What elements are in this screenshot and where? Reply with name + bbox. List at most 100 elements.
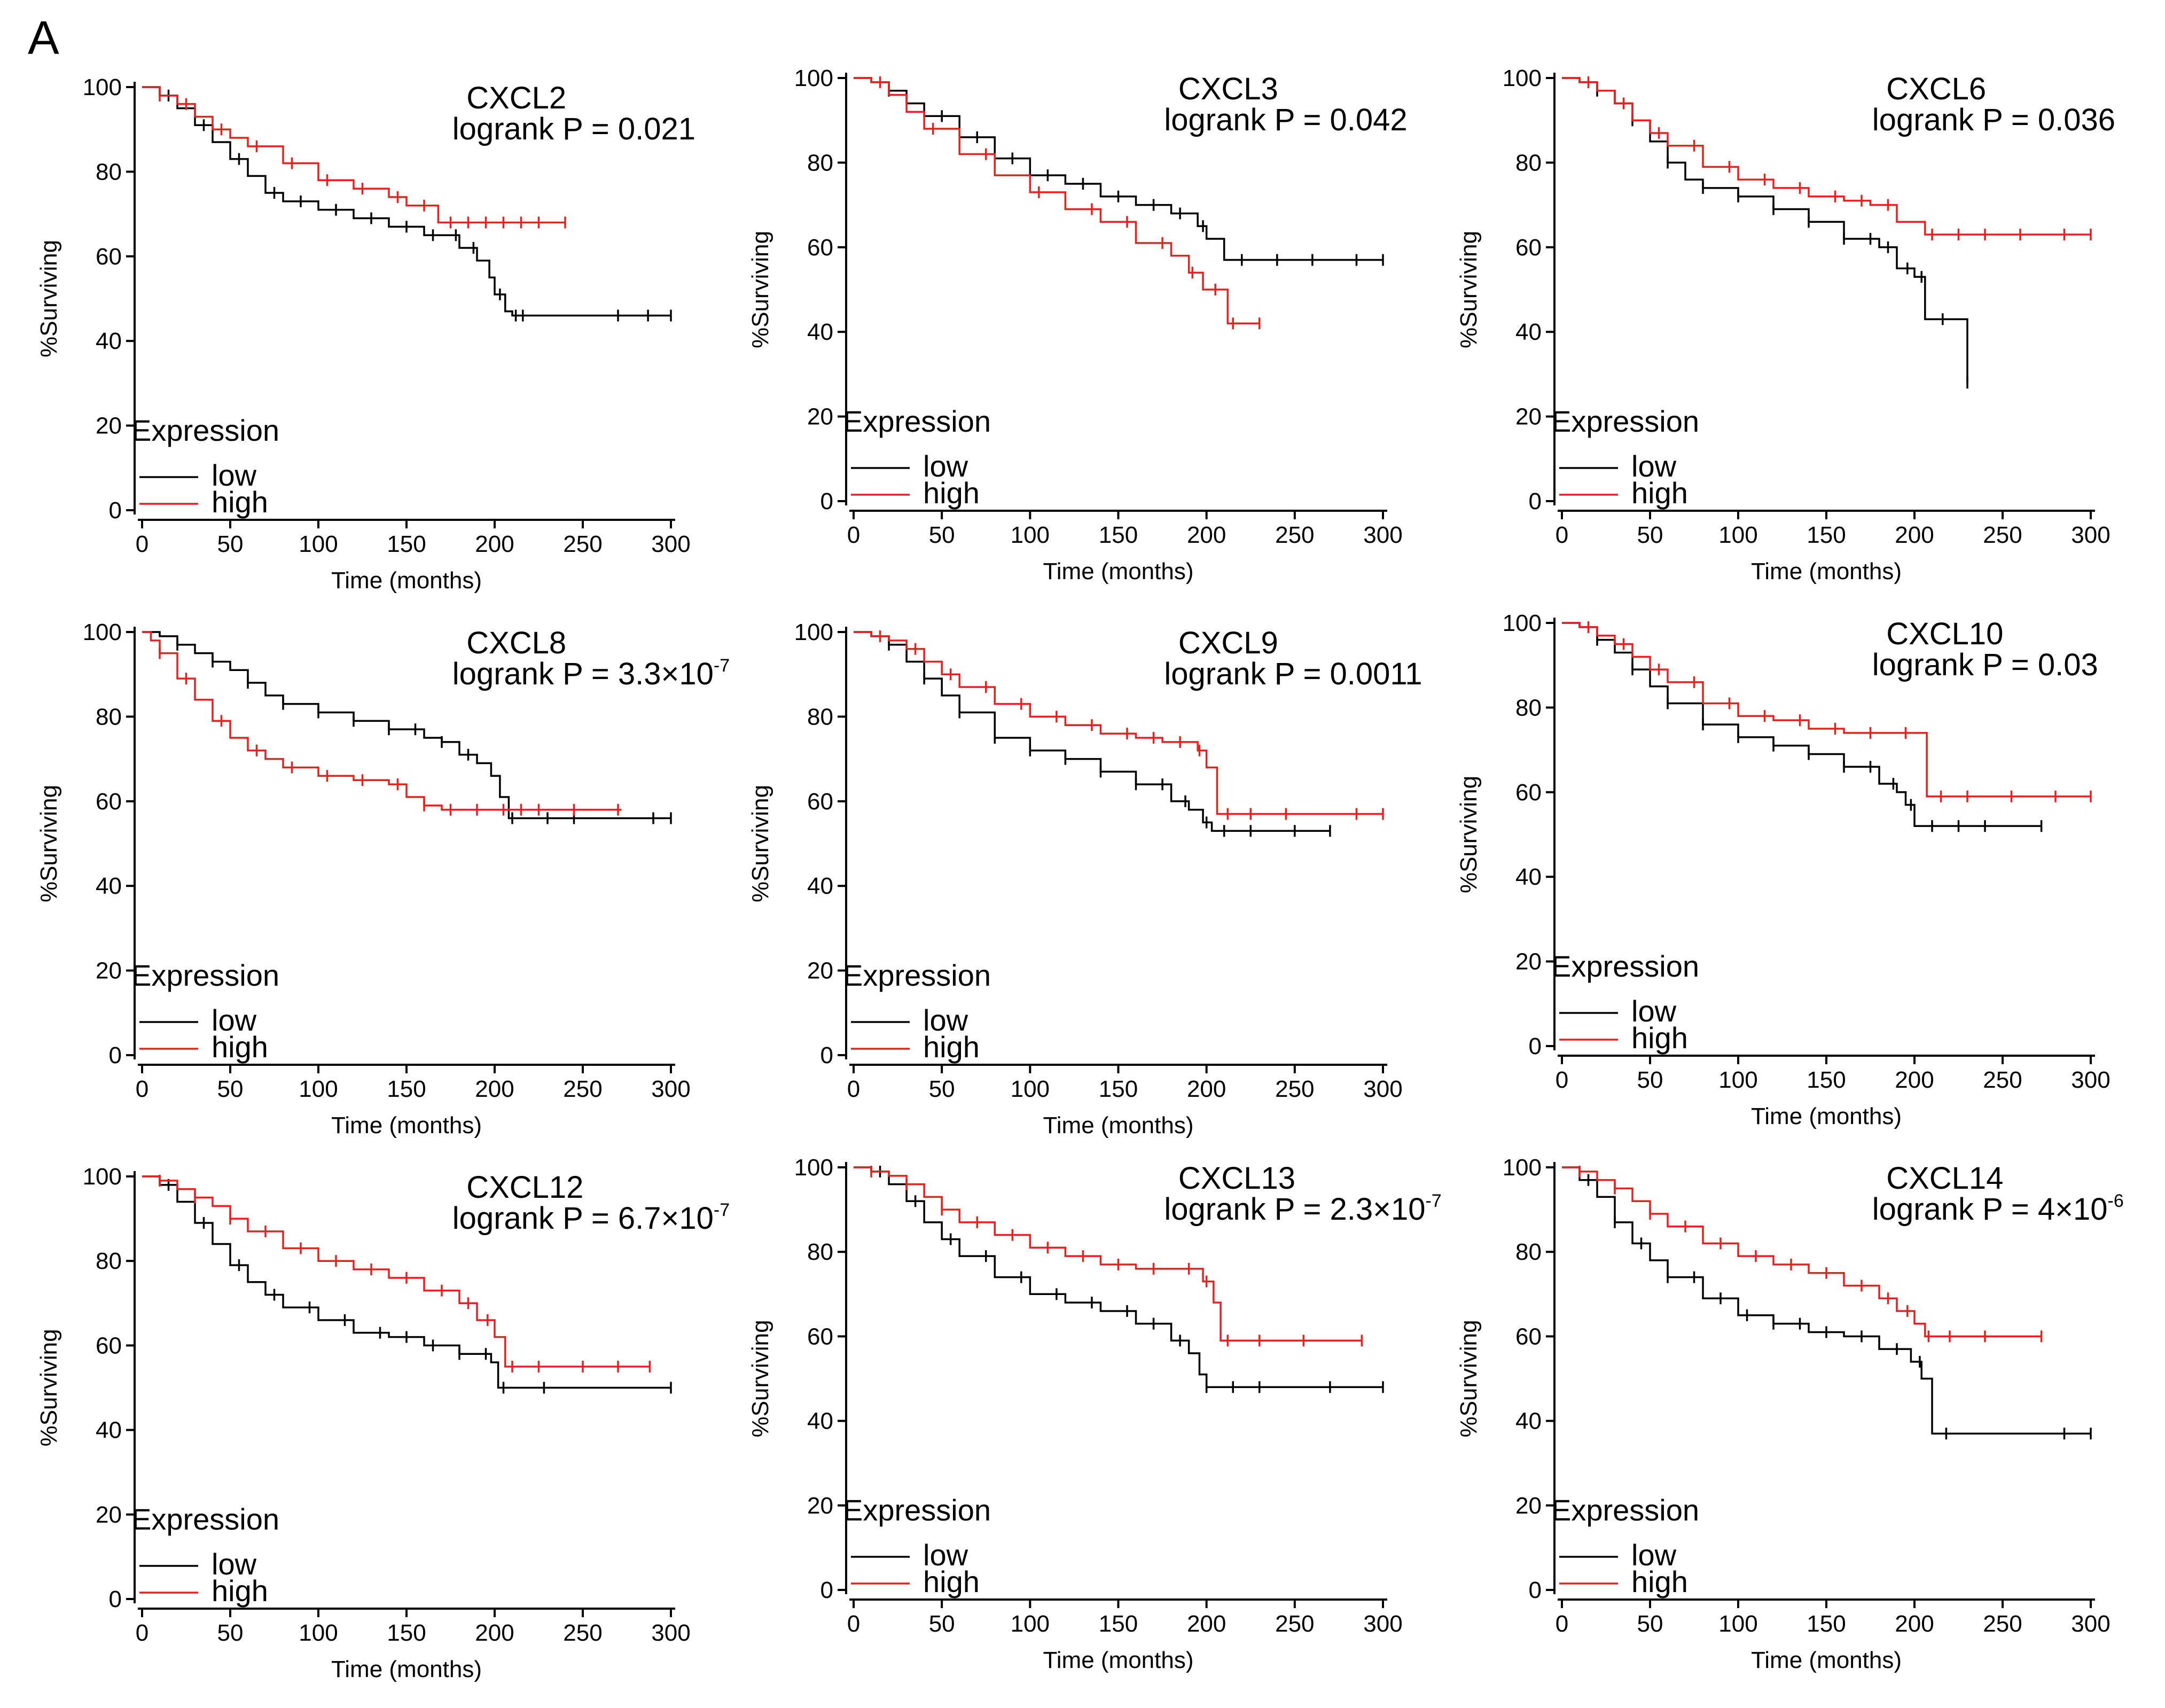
legend-title: Expression xyxy=(843,958,991,992)
x-tick-label: 50 xyxy=(1637,522,1663,548)
x-tick-label: 200 xyxy=(1895,522,1934,548)
legend-label-high: high xyxy=(923,1030,980,1064)
survival-curve-high xyxy=(854,77,1260,325)
legend-label-high: high xyxy=(212,485,268,519)
legend-title: Expression xyxy=(131,958,279,992)
legend-label-low: low xyxy=(212,458,257,492)
y-tick-label: 0 xyxy=(820,1577,833,1603)
y-tick-label: 100 xyxy=(83,74,122,100)
x-axis-label: Time (months) xyxy=(1043,1112,1194,1138)
y-tick-label: 80 xyxy=(96,159,122,185)
legend-label-high: high xyxy=(923,1565,980,1598)
x-tick-label: 0 xyxy=(1556,1067,1568,1093)
y-tick-label: 80 xyxy=(1515,150,1542,176)
x-tick-label: 50 xyxy=(929,1611,955,1637)
survival-curve-low xyxy=(142,631,671,820)
y-tick-label: 0 xyxy=(109,1042,122,1069)
x-tick-label: 50 xyxy=(929,1076,955,1102)
logrank-pvalue: logrank P = 0.036 xyxy=(1872,103,2115,137)
y-axis-label: %Surviving xyxy=(747,1320,773,1437)
y-tick-label: 0 xyxy=(109,497,122,524)
gene-title: CXCL3 xyxy=(1178,72,1278,106)
x-tick-label: 250 xyxy=(563,1076,602,1102)
x-tick-label: 100 xyxy=(299,531,338,557)
x-tick-label: 250 xyxy=(1983,1067,2022,1093)
x-tick-label: 150 xyxy=(387,531,426,557)
pvalue-exponent: -7 xyxy=(714,1200,730,1220)
x-tick-label: 50 xyxy=(217,531,244,557)
y-axis-label: %Surviving xyxy=(747,785,773,902)
y-tick-label: 0 xyxy=(1529,488,1542,514)
x-tick-label: 0 xyxy=(847,1076,860,1102)
x-tick-label: 100 xyxy=(1011,1611,1050,1637)
x-tick-label: 100 xyxy=(1011,1076,1050,1102)
x-tick-label: 250 xyxy=(1275,1611,1314,1637)
survival-curve-low xyxy=(1562,1166,2091,1435)
y-tick-label: 20 xyxy=(96,1502,122,1528)
x-tick-label: 200 xyxy=(1187,1611,1226,1637)
x-tick-label: 0 xyxy=(847,522,860,548)
legend-label-high: high xyxy=(1631,476,1688,510)
y-tick-label: 40 xyxy=(1515,319,1542,345)
survival-curve-high xyxy=(854,631,1383,815)
y-tick-label: 60 xyxy=(96,1332,122,1359)
logrank-pvalue: logrank P = 0.0011 xyxy=(1164,657,1422,691)
x-tick-label: 200 xyxy=(1187,522,1226,548)
legend-label-high: high xyxy=(1631,1565,1688,1598)
x-tick-label: 50 xyxy=(1637,1611,1663,1637)
gene-title: CXCL12 xyxy=(466,1170,583,1205)
x-tick-label: 100 xyxy=(1718,1611,1757,1637)
y-tick-label: 40 xyxy=(1515,864,1542,890)
logrank-pvalue: logrank P = 0.03 xyxy=(1872,648,2098,682)
y-tick-label: 100 xyxy=(794,1155,833,1181)
y-tick-label: 60 xyxy=(807,235,833,261)
x-tick-label: 300 xyxy=(651,1076,690,1102)
y-axis-label: %Surviving xyxy=(1456,776,1482,893)
x-tick-label: 250 xyxy=(1983,1611,2022,1637)
x-tick-label: 250 xyxy=(1983,522,2022,548)
y-tick-label: 20 xyxy=(96,958,122,984)
y-tick-label: 20 xyxy=(1515,404,1542,430)
y-tick-label: 0 xyxy=(820,1042,833,1069)
y-tick-label: 0 xyxy=(109,1586,122,1612)
x-tick-label: 0 xyxy=(1556,522,1568,548)
legend-label-high: high xyxy=(212,1574,268,1608)
x-tick-label: 0 xyxy=(1556,1611,1568,1637)
y-tick-label: 100 xyxy=(794,65,833,91)
x-tick-label: 100 xyxy=(299,1620,338,1646)
pvalue-exponent: -6 xyxy=(2108,1191,2124,1211)
survival-curve-high xyxy=(854,1166,1362,1342)
legend-label-low: low xyxy=(212,1003,257,1037)
y-tick-label: 80 xyxy=(1515,695,1542,721)
logrank-pvalue: logrank P = 3.3×10-7 xyxy=(452,656,730,691)
y-tick-label: 20 xyxy=(96,413,122,439)
y-axis-label: %Surviving xyxy=(1456,1320,1482,1437)
survival-curve-high xyxy=(1562,622,2091,798)
x-tick-label: 300 xyxy=(1363,1076,1402,1102)
km-plot-cxcl6: 0 20 40 60 80 100 0 50 100 150 200 250 300 Time (mont… xyxy=(1456,65,2115,584)
legend-title: Expression xyxy=(1551,404,1699,438)
y-tick-label: 40 xyxy=(96,873,122,899)
y-tick-label: 40 xyxy=(807,319,833,345)
x-tick-label: 150 xyxy=(1807,1611,1846,1637)
x-tick-label: 150 xyxy=(1099,1076,1138,1102)
y-tick-label: 0 xyxy=(820,488,833,514)
km-plot-cxcl10: 0 20 40 60 80 100 0 50 100 150 200 250 300 Time (mont… xyxy=(1456,610,2111,1129)
legend-label-low: low xyxy=(212,1547,257,1581)
legend-label-high: high xyxy=(923,476,980,510)
gene-title: CXCL9 xyxy=(1178,626,1278,660)
y-tick-label: 80 xyxy=(807,704,833,730)
pvalue-exponent: -7 xyxy=(714,656,730,676)
x-tick-label: 250 xyxy=(1275,522,1314,548)
x-axis-label: Time (months) xyxy=(331,1656,482,1682)
x-tick-label: 150 xyxy=(387,1620,426,1646)
y-tick-label: 0 xyxy=(1529,1033,1542,1059)
gene-title: CXCL2 xyxy=(466,81,566,115)
x-tick-label: 0 xyxy=(136,531,148,557)
legend-title: Expression xyxy=(131,414,279,447)
legend-label-low: low xyxy=(1631,994,1677,1028)
km-plot-cxcl13: 0 20 40 60 80 100 0 50 100 150 200 250 300 Time (mont… xyxy=(747,1155,1442,1673)
y-tick-label: 80 xyxy=(96,1248,122,1274)
y-tick-label: 40 xyxy=(1515,1408,1542,1434)
